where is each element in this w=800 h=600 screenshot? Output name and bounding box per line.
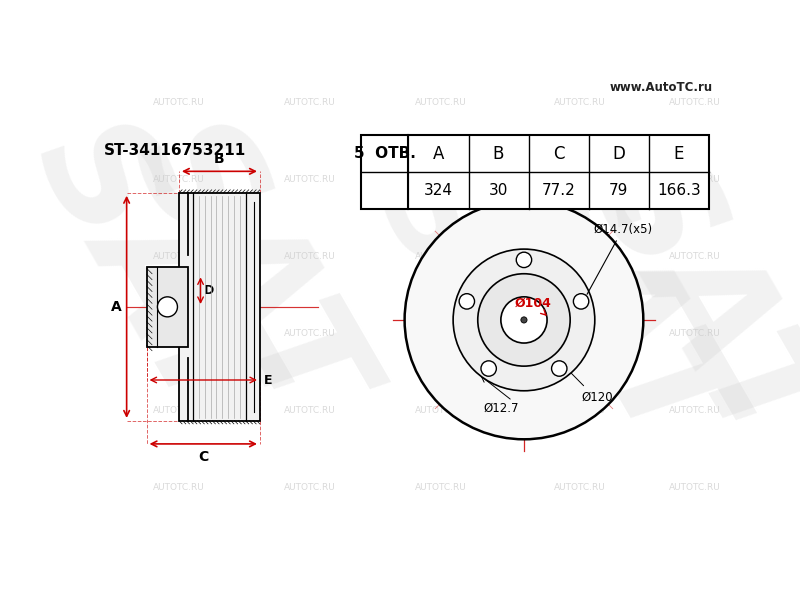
Text: AUTOTC.RU: AUTOTC.RU	[284, 175, 336, 184]
Text: B: B	[214, 152, 225, 166]
Text: 79: 79	[609, 183, 628, 198]
Text: AUTOTC.RU: AUTOTC.RU	[669, 406, 721, 415]
Text: AUTOTC.RU: AUTOTC.RU	[669, 175, 721, 184]
Text: 5  ОТВ.: 5 ОТВ.	[354, 146, 415, 161]
Circle shape	[551, 361, 567, 376]
Text: ST-34116753211: ST-34116753211	[104, 143, 246, 158]
Text: SAT: SAT	[349, 144, 610, 462]
Text: AUTOTC.RU: AUTOTC.RU	[554, 98, 606, 107]
Text: 30: 30	[489, 183, 508, 198]
Text: AUTOTC.RU: AUTOTC.RU	[415, 484, 466, 492]
Text: AUTOTC.RU: AUTOTC.RU	[153, 252, 205, 262]
Text: E: E	[264, 373, 272, 386]
Text: AUTOTC.RU: AUTOTC.RU	[284, 329, 336, 338]
Text: E: E	[674, 145, 684, 163]
Text: AUTOTC.RU: AUTOTC.RU	[669, 329, 721, 338]
Text: AUTOTC.RU: AUTOTC.RU	[669, 484, 721, 492]
Text: AUTOTC.RU: AUTOTC.RU	[415, 406, 466, 415]
Text: AUTOTC.RU: AUTOTC.RU	[153, 406, 205, 415]
Bar	[146, 267, 188, 347]
Circle shape	[405, 200, 643, 439]
Bar	[179, 193, 260, 421]
Text: 77.2: 77.2	[542, 183, 575, 198]
Text: C: C	[553, 145, 564, 163]
Circle shape	[516, 252, 532, 268]
Text: AUTOTC.RU: AUTOTC.RU	[153, 484, 205, 492]
Circle shape	[453, 249, 595, 391]
Circle shape	[478, 274, 570, 366]
Text: Ø14.7(x5): Ø14.7(x5)	[587, 223, 652, 295]
Text: SAT: SAT	[466, 128, 754, 478]
Bar	[409, 135, 709, 209]
Circle shape	[459, 293, 474, 309]
Text: AUTOTC.RU: AUTOTC.RU	[415, 329, 466, 338]
Text: AUTOTC.RU: AUTOTC.RU	[669, 252, 721, 262]
Text: 324: 324	[424, 183, 453, 198]
Text: SAT: SAT	[101, 97, 389, 447]
Text: AUTOTC.RU: AUTOTC.RU	[554, 406, 606, 415]
Text: www.AutoTC.ru: www.AutoTC.ru	[610, 81, 713, 94]
Text: A: A	[111, 300, 122, 314]
Text: AUTOTC.RU: AUTOTC.RU	[415, 252, 466, 262]
Text: AUTOTC.RU: AUTOTC.RU	[554, 175, 606, 184]
Text: Ø104: Ø104	[514, 296, 552, 315]
Circle shape	[481, 361, 496, 376]
Text: D: D	[204, 284, 214, 297]
Bar	[361, 135, 409, 209]
Text: AUTOTC.RU: AUTOTC.RU	[153, 98, 205, 107]
Text: AUTOTC.RU: AUTOTC.RU	[554, 329, 606, 338]
Circle shape	[521, 317, 527, 323]
Text: AUTOTC.RU: AUTOTC.RU	[415, 98, 466, 107]
Text: AUTOTC.RU: AUTOTC.RU	[554, 484, 606, 492]
Text: C: C	[198, 450, 208, 464]
Text: SAT: SAT	[558, 128, 800, 478]
Circle shape	[501, 297, 547, 343]
Text: AUTOTC.RU: AUTOTC.RU	[554, 252, 606, 262]
Text: AUTOTC.RU: AUTOTC.RU	[153, 175, 205, 184]
Text: AUTOTC.RU: AUTOTC.RU	[284, 406, 336, 415]
Text: AUTOTC.RU: AUTOTC.RU	[284, 98, 336, 107]
Text: D: D	[612, 145, 625, 163]
Text: AUTOTC.RU: AUTOTC.RU	[669, 98, 721, 107]
Text: SAT: SAT	[4, 97, 292, 447]
Text: AUTOTC.RU: AUTOTC.RU	[284, 252, 336, 262]
Circle shape	[158, 297, 178, 317]
Text: A: A	[433, 145, 444, 163]
Text: B: B	[493, 145, 504, 163]
Circle shape	[574, 293, 589, 309]
Text: Ø120: Ø120	[582, 391, 613, 403]
Text: Ø12.7: Ø12.7	[483, 402, 518, 415]
Text: AUTOTC.RU: AUTOTC.RU	[153, 329, 205, 338]
Text: 166.3: 166.3	[657, 183, 701, 198]
Text: AUTOTC.RU: AUTOTC.RU	[284, 484, 336, 492]
Text: AUTOTC.RU: AUTOTC.RU	[415, 175, 466, 184]
